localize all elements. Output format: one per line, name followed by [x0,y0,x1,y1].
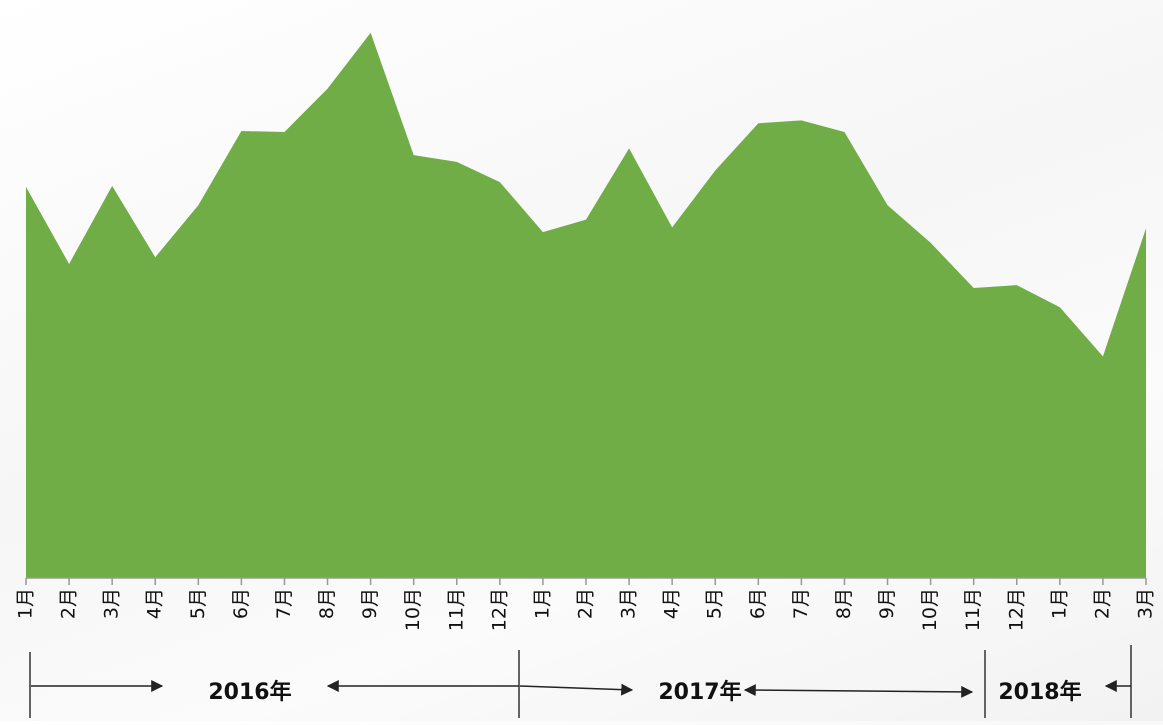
x-tick-label: 3月 [1135,588,1157,619]
x-tick-label: 5月 [704,588,726,619]
x-tick-label: 11月 [445,588,467,631]
x-tick-label: 7月 [790,588,812,619]
area [26,32,1146,578]
x-tick-label: 5月 [187,588,209,619]
x-tick-label: 10月 [402,588,424,631]
x-tick-label: 4月 [661,588,683,619]
x-tick-label: 1月 [1048,588,1070,619]
year-label: 2016年 [208,679,291,705]
x-tick-label: 2月 [575,588,597,619]
year-arrows [31,680,1131,698]
x-tick-label: 7月 [273,588,295,619]
x-tick-label: 6月 [747,588,769,619]
x-tick-label: 12月 [1005,588,1027,631]
x-tick-label: 10月 [919,588,941,631]
year-label: 2017年 [658,679,741,705]
x-tick-label: 9月 [359,588,381,619]
x-tick-label: 3月 [618,588,640,619]
x-tick-label: 4月 [144,588,166,619]
x-tick-label: 1月 [15,588,37,619]
x-tick-label: 9月 [876,588,898,619]
x-tick-label: 6月 [230,588,252,619]
x-tick-label: 8月 [833,588,855,619]
x-tick-label: 12月 [488,588,510,631]
year-label: 2018年 [998,679,1081,705]
year-separators [29,645,1132,718]
x-tick-label: 1月 [531,588,553,619]
x-tick-label: 2月 [1091,588,1113,619]
x-tick-label: 11月 [962,588,984,631]
x-tick-label: 3月 [101,588,123,619]
x-tick-label: 8月 [316,588,338,619]
x-tick-label: 2月 [58,588,80,619]
